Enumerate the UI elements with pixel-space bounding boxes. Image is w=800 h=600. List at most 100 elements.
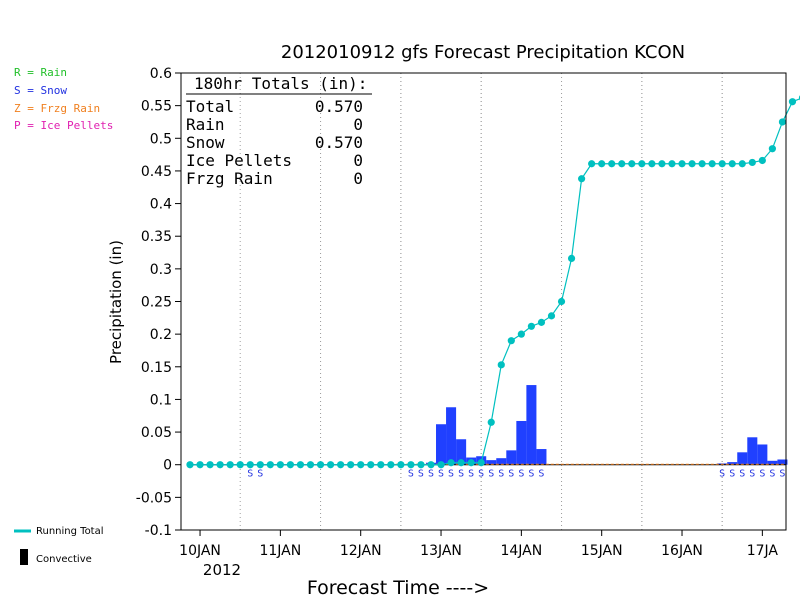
snow-mark: S <box>418 469 424 480</box>
x-tick-label: 16JAN <box>661 543 703 559</box>
running-total-point <box>397 461 405 469</box>
totals-label: Snow <box>186 133 225 152</box>
precip-bar <box>486 460 497 465</box>
precip-bar <box>516 420 527 465</box>
running-total-point <box>337 461 345 469</box>
precip-type-legend: R = Rain S = Snow Z = Frzg Rain P = Ice … <box>14 66 113 132</box>
totals-label: Frzg Rain <box>186 169 273 188</box>
running-total-point <box>357 461 365 469</box>
running-total-point <box>447 459 455 467</box>
y-tick-label: 0.15 <box>141 360 172 376</box>
running-total-point <box>678 160 686 168</box>
running-total-point <box>768 145 776 153</box>
running-total-point <box>507 337 515 345</box>
totals-box: 180hr Totals (in): Total 0.570 Rain 0 Snow 0.… <box>186 74 372 188</box>
precip-bars <box>425 385 788 465</box>
running-total-point <box>246 461 254 469</box>
legend-snow: S = Snow <box>14 84 67 97</box>
convective-swatch <box>20 549 28 565</box>
precip-bar <box>737 452 748 465</box>
y-tick-label: 0.45 <box>141 164 172 180</box>
legend-rain: R = Rain <box>14 66 67 79</box>
running-total-point <box>638 160 646 168</box>
totals-label: Rain <box>186 115 225 134</box>
running-total-point <box>517 330 525 338</box>
snow-mark: S <box>719 469 725 480</box>
snow-mark: S <box>247 469 253 480</box>
snow-mark: S <box>518 469 524 480</box>
running-total-point <box>477 459 485 467</box>
y-tick-label: 0.2 <box>150 327 172 343</box>
snow-mark: S <box>468 469 474 480</box>
running-total-point <box>296 461 305 469</box>
running-total-point <box>588 160 596 168</box>
totals-value: 0 <box>353 169 363 188</box>
x-tick-label: 10JAN <box>179 543 221 559</box>
snow-mark: S <box>408 469 414 480</box>
snow-mark: S <box>538 469 544 480</box>
year-label: 2012 <box>203 561 241 579</box>
precip-bar <box>506 450 517 465</box>
snow-mark: S <box>528 469 534 480</box>
totals-value: 0 <box>353 151 363 170</box>
running-total-point <box>417 461 425 469</box>
running-total-point <box>377 461 385 469</box>
y-tick-label: 0.35 <box>141 229 172 245</box>
snow-mark: S <box>478 469 484 480</box>
running-total-series <box>186 95 800 469</box>
y-tick-label: 0.25 <box>141 295 172 311</box>
running-total-point <box>266 461 274 469</box>
snow-mark: S <box>769 469 775 480</box>
precip-bar <box>496 458 507 465</box>
running-total-point <box>648 160 656 168</box>
y-tick-label: 0.5 <box>150 131 172 147</box>
precip-bar <box>727 462 738 465</box>
totals-value: 0 <box>353 115 363 134</box>
y-tick-label: 0.55 <box>141 99 172 115</box>
running-total-point <box>306 461 315 469</box>
running-total-point <box>196 461 204 469</box>
precip-bar <box>777 459 788 465</box>
snow-mark: S <box>759 469 765 480</box>
snow-mark: S <box>257 469 263 480</box>
running-total-point <box>557 297 566 306</box>
running-total-point <box>537 318 546 326</box>
precip-bar <box>536 449 547 465</box>
x-tick-label: 12JAN <box>340 543 382 559</box>
series-legend: Running Total Convective <box>14 526 104 565</box>
running-total-point <box>347 461 355 469</box>
running-total-point <box>698 160 706 168</box>
running-total-point <box>658 160 666 168</box>
running-total-point <box>387 461 395 469</box>
legend-frzg-rain: Z = Frzg Rain <box>14 102 100 115</box>
precip-bar <box>747 437 758 465</box>
running-total-point <box>578 175 586 183</box>
precip-bar <box>436 424 447 465</box>
y-tick-label: 0.3 <box>150 262 172 278</box>
running-total-point <box>728 160 736 168</box>
legend-convective: Convective <box>36 554 92 565</box>
snow-mark: S <box>749 469 755 480</box>
running-total-point <box>688 160 696 168</box>
y-axis-label: Precipitation (in) <box>107 240 125 364</box>
x-axis-label: Forecast Time ----> <box>307 577 489 599</box>
running-total-point <box>256 461 264 469</box>
running-total-point <box>487 418 495 426</box>
x-tick-label: 15JAN <box>581 543 623 559</box>
running-total-point <box>457 459 465 467</box>
running-total-point <box>738 160 746 168</box>
running-total-point <box>527 322 536 330</box>
running-total-point <box>226 461 234 469</box>
y-tick-label: 0.6 <box>150 66 172 82</box>
totals-label: Total <box>186 97 234 116</box>
running-total-point <box>326 461 335 469</box>
running-total-point <box>668 160 676 168</box>
running-total-point <box>286 461 295 469</box>
running-total-point <box>186 461 194 469</box>
snow-mark: S <box>448 469 454 480</box>
snow-mark: S <box>729 469 735 480</box>
x-tick-label: 14JAN <box>500 543 542 559</box>
running-total-point <box>437 461 445 469</box>
